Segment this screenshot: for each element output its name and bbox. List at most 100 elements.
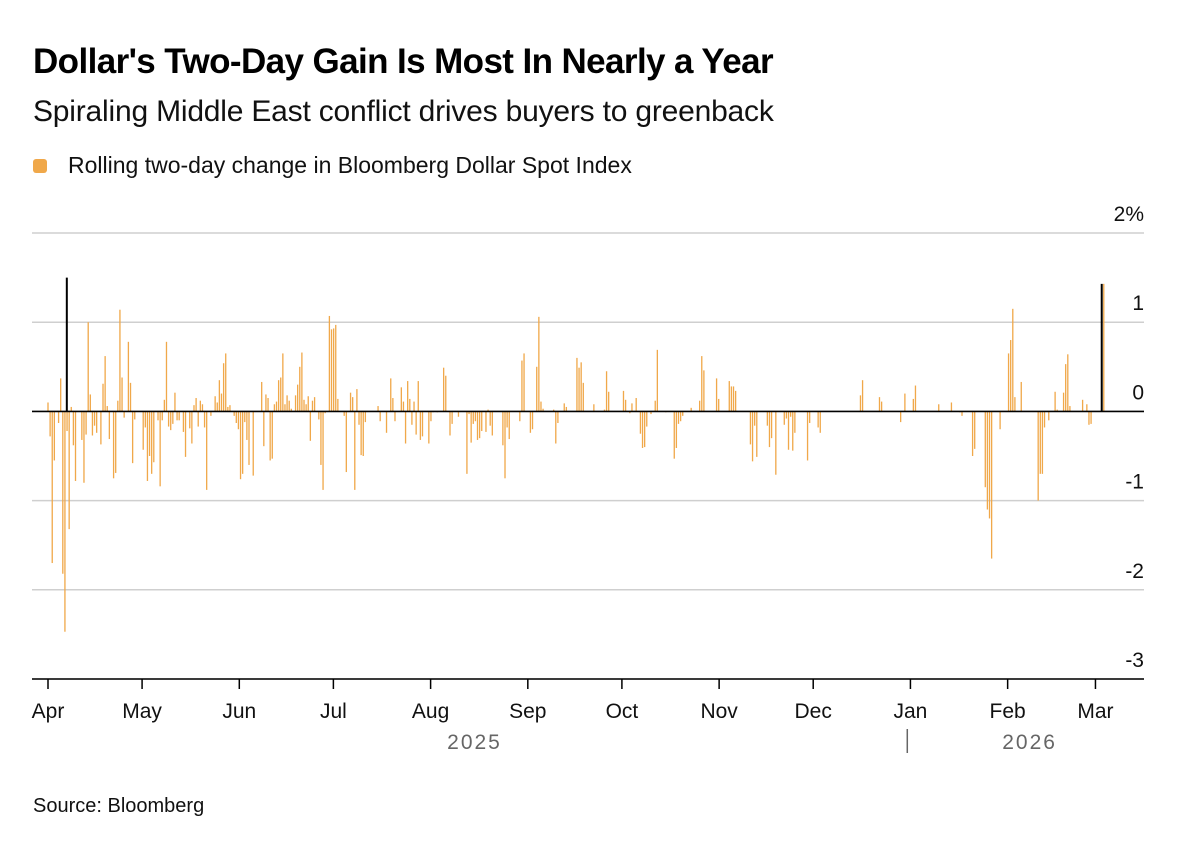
y-tick-label: 0 — [1132, 381, 1144, 404]
data-bar — [129, 382, 132, 412]
data-bar — [273, 404, 276, 412]
data-bar — [912, 398, 915, 412]
data-bar — [899, 411, 902, 423]
data-bar — [536, 366, 538, 412]
data-bar — [1088, 411, 1090, 425]
chart-subtitle: Spiraling Middle East conflict drives bu… — [33, 95, 774, 128]
data-bar — [809, 411, 811, 423]
data-bar — [1012, 308, 1014, 412]
data-bar — [474, 411, 477, 422]
data-bar — [938, 404, 940, 412]
data-bar — [96, 411, 98, 433]
data-bar — [442, 367, 445, 412]
data-bar — [1039, 411, 1041, 474]
data-bar — [70, 406, 72, 412]
data-bar — [299, 366, 301, 412]
data-bar — [322, 411, 324, 490]
data-bar — [210, 411, 212, 416]
data-bar — [787, 411, 790, 450]
data-bar — [72, 411, 75, 446]
data-bar — [578, 367, 580, 412]
data-bar — [749, 411, 752, 445]
data-bar — [87, 322, 89, 412]
data-bar — [161, 411, 163, 421]
data-bar — [358, 411, 360, 425]
data-bar — [199, 400, 201, 412]
data-bar — [343, 411, 345, 416]
data-bar — [176, 411, 178, 421]
data-bar — [280, 377, 282, 412]
data-bar — [360, 411, 362, 456]
data-bar — [404, 411, 407, 444]
data-bar — [531, 411, 534, 430]
data-bar — [301, 352, 303, 412]
data-bar — [754, 411, 756, 426]
data-bar — [701, 356, 703, 412]
data-bar — [119, 309, 121, 412]
data-bar — [385, 411, 388, 433]
data-bar — [999, 411, 1001, 430]
data-bar — [789, 411, 792, 417]
data-bar — [478, 411, 481, 439]
source-note: Source: Bloomberg — [33, 795, 205, 817]
data-bar — [961, 411, 963, 416]
data-bar — [775, 411, 777, 475]
data-bar — [115, 411, 117, 473]
data-bar — [309, 411, 312, 441]
data-bar — [521, 360, 523, 412]
data-bar — [732, 386, 735, 412]
data-bar — [324, 411, 326, 414]
data-bar — [252, 411, 254, 476]
data-bar — [214, 396, 216, 412]
data-bar — [123, 411, 125, 418]
gridlines — [32, 232, 1144, 680]
data-bar — [193, 405, 195, 412]
data-bar — [134, 411, 136, 420]
data-bar — [593, 404, 595, 412]
data-bar — [785, 411, 788, 419]
data-bar — [335, 324, 337, 412]
data-bar — [400, 387, 402, 412]
data-bar — [377, 406, 379, 412]
data-bar — [354, 411, 356, 490]
data-bar — [1037, 411, 1039, 501]
data-bar — [677, 411, 680, 424]
data-bar — [413, 401, 415, 412]
data-bar — [472, 411, 474, 424]
data-bar — [1043, 411, 1046, 428]
data-bar — [332, 328, 335, 412]
data-bar — [641, 411, 644, 448]
data-bar — [246, 411, 248, 440]
data-bar — [1081, 399, 1084, 412]
data-bar — [643, 411, 646, 448]
data-bar — [62, 411, 64, 574]
data-bar — [394, 411, 396, 422]
bars — [47, 283, 1105, 632]
y-tick-label: 2% — [1114, 203, 1144, 226]
data-bar — [699, 400, 701, 412]
data-bar — [576, 357, 578, 412]
data-bar — [85, 411, 87, 435]
data-bar — [337, 398, 339, 412]
data-bar — [206, 411, 208, 490]
data-bar — [66, 411, 68, 432]
data-bar — [734, 390, 737, 412]
data-bar — [1065, 364, 1067, 412]
data-bar — [102, 383, 104, 412]
data-bar — [148, 411, 151, 456]
data-bar — [189, 411, 191, 429]
data-bar — [1020, 381, 1022, 412]
data-bar — [504, 411, 506, 479]
data-bar — [112, 411, 115, 479]
data-bar — [146, 411, 149, 481]
data-bar — [470, 411, 472, 443]
x-tick-label: Feb — [990, 700, 1026, 723]
data-bar — [1010, 340, 1012, 412]
data-bar — [445, 375, 447, 412]
data-bar — [89, 394, 91, 412]
data-bar — [320, 411, 322, 465]
data-bar — [121, 377, 123, 412]
data-bar — [165, 341, 168, 412]
data-bar — [675, 411, 678, 448]
x-tick-label: Aug — [412, 700, 449, 723]
